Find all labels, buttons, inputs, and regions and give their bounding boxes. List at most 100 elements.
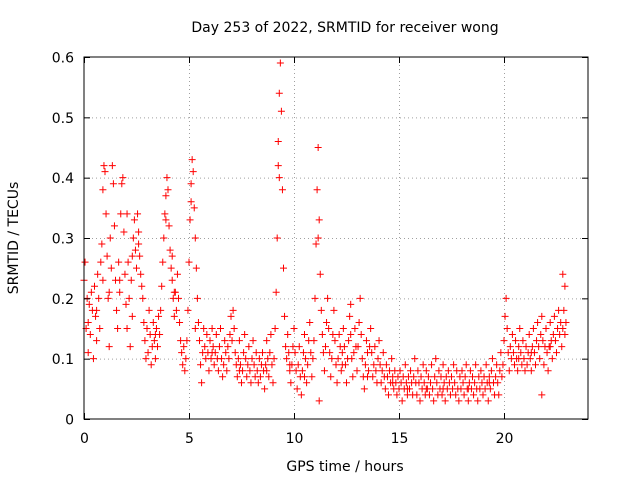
data-point	[328, 355, 336, 363]
data-point	[542, 325, 550, 332]
data-point	[133, 264, 140, 272]
data-point	[289, 343, 297, 351]
data-point	[263, 337, 271, 345]
data-point	[503, 325, 511, 332]
data-point	[354, 343, 362, 351]
data-point	[431, 373, 439, 381]
data-point	[307, 349, 315, 357]
data-point	[335, 331, 343, 339]
data-point	[350, 349, 358, 357]
data-point	[393, 391, 401, 399]
data-point	[250, 361, 258, 369]
data-point	[312, 240, 320, 248]
data-point	[388, 355, 396, 363]
data-point	[151, 355, 159, 363]
data-point	[180, 343, 188, 351]
data-point	[455, 397, 463, 405]
data-point	[270, 355, 278, 363]
x-tick-label: 15	[391, 431, 409, 447]
data-point	[225, 355, 233, 363]
data-point	[84, 318, 92, 326]
data-point	[533, 337, 541, 345]
data-point	[256, 373, 264, 381]
data-point	[448, 373, 455, 381]
data-point	[389, 379, 397, 387]
data-point	[253, 367, 261, 375]
data-point	[208, 325, 216, 332]
y-axis-label: SRMTID / TECUs	[6, 182, 22, 295]
data-point	[284, 331, 292, 339]
y-tick-label: 0.2	[52, 292, 74, 308]
data-point	[428, 361, 436, 369]
data-point	[294, 361, 302, 369]
data-point	[91, 282, 98, 290]
data-point	[271, 325, 279, 332]
data-point	[314, 234, 322, 242]
data-point	[263, 367, 271, 375]
data-point	[150, 337, 158, 345]
data-point	[293, 385, 301, 393]
data-point	[315, 216, 323, 224]
data-point	[464, 385, 472, 393]
data-point	[301, 331, 308, 339]
data-point	[422, 367, 430, 375]
data-point	[186, 216, 194, 224]
data-point	[303, 379, 311, 387]
data-point	[550, 312, 558, 320]
data-point	[549, 331, 557, 339]
data-point	[126, 343, 134, 351]
data-point	[157, 306, 165, 314]
data-point	[433, 379, 441, 387]
data-point	[559, 325, 567, 332]
data-point	[95, 294, 103, 302]
data-point	[188, 156, 196, 164]
data-point	[505, 367, 513, 375]
data-point	[356, 294, 364, 302]
data-point	[281, 312, 289, 320]
data-point	[314, 144, 322, 151]
data-point	[375, 337, 383, 345]
data-point	[358, 355, 366, 363]
data-point	[292, 367, 300, 375]
data-point	[546, 343, 554, 351]
data-point	[278, 186, 286, 194]
data-point	[525, 331, 533, 339]
data-point	[145, 306, 153, 314]
data-point	[424, 373, 432, 381]
data-point	[309, 355, 317, 363]
data-point	[302, 355, 310, 363]
data-point	[200, 325, 208, 332]
data-point	[105, 343, 113, 351]
data-point	[502, 294, 510, 302]
data-point	[372, 367, 380, 375]
y-tick-label: 0.4	[52, 171, 74, 187]
data-point	[136, 252, 144, 260]
data-point	[458, 367, 466, 375]
data-point	[416, 397, 424, 405]
data-point	[539, 337, 547, 345]
y-tick-label: 0.5	[52, 111, 74, 127]
data-point	[149, 318, 157, 326]
data-point	[245, 343, 253, 351]
data-point	[494, 379, 502, 387]
data-point	[158, 282, 166, 290]
data-point	[212, 331, 220, 339]
data-point	[495, 391, 503, 399]
data-point	[206, 337, 214, 345]
data-point	[536, 355, 544, 363]
data-point	[297, 391, 305, 399]
chart-title: Day 253 of 2022, SRMTID for receiver won…	[191, 20, 498, 36]
data-point	[381, 385, 389, 393]
data-point	[87, 288, 95, 296]
data-point	[282, 343, 290, 351]
data-point	[500, 337, 508, 345]
data-point	[118, 180, 126, 188]
data-point	[201, 343, 209, 351]
data-point	[558, 343, 566, 351]
data-point	[219, 373, 227, 381]
data-point	[351, 325, 359, 332]
data-point	[330, 306, 338, 314]
data-point	[324, 294, 332, 302]
